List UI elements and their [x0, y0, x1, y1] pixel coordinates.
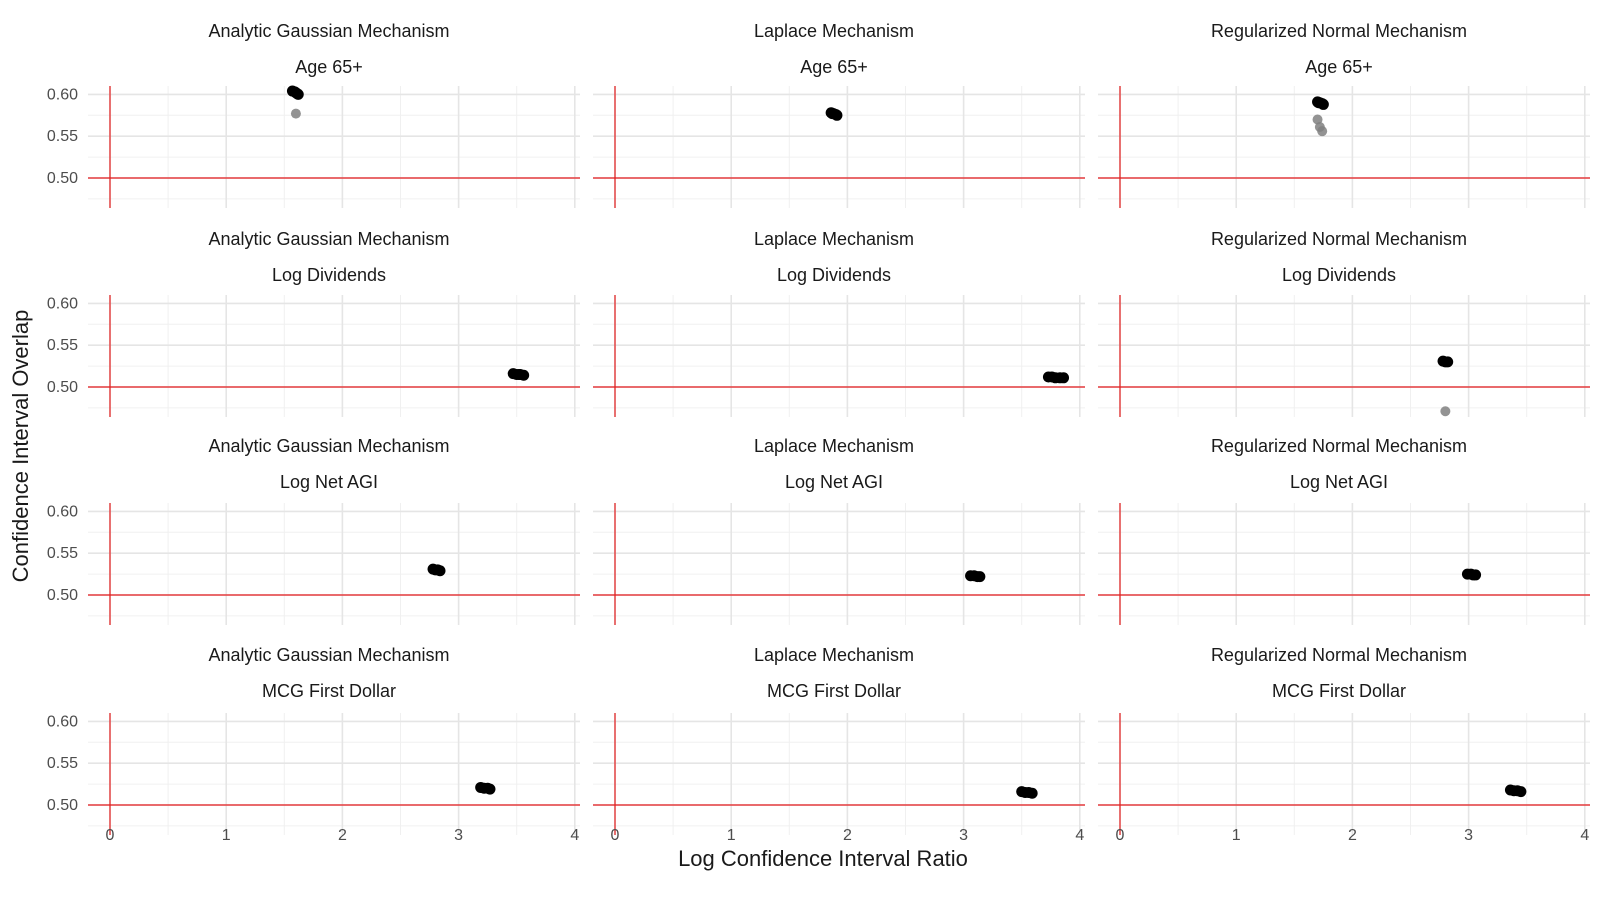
x-tick-label: 2 — [843, 827, 852, 844]
panel-variable-title: Log Net AGI — [785, 472, 883, 492]
x-tick-label: 1 — [727, 827, 736, 844]
panels-layer: Analytic Gaussian Mechanism Age 65+ 0.50 0.… — [47, 21, 1590, 835]
panel-1-1: Analytic Gaussian Mechanism Age 65+ 0.50 0.… — [47, 21, 580, 208]
panel-mechanism-title: Regularized Normal Mechanism — [1211, 229, 1467, 249]
panel-2-4: Laplace Mechanism MCG First Dollar — [593, 645, 1085, 835]
panel-mechanism-title: Analytic Gaussian Mechanism — [208, 436, 449, 456]
panel-3-1: Regularized Normal Mechanism Age 65+ — [1098, 21, 1590, 208]
x-tick-label: 1 — [1232, 827, 1241, 844]
panel-mechanism-title: Laplace Mechanism — [754, 645, 914, 665]
data-point — [290, 87, 302, 99]
outlier-point — [1440, 406, 1451, 417]
y-axis-title: Confidence Interval Overlap — [8, 310, 33, 583]
panel-variable-title: Log Net AGI — [280, 472, 378, 492]
panel-variable-title: Log Net AGI — [1290, 472, 1388, 492]
panel-variable-title: MCG First Dollar — [1272, 681, 1406, 701]
panel-mechanism-title: Regularized Normal Mechanism — [1211, 645, 1467, 665]
data-point — [1442, 356, 1454, 368]
y-tick-label: 0.55 — [47, 337, 78, 354]
panel-3-3: Regularized Normal Mechanism Log Net AGI — [1098, 436, 1590, 625]
panel-mechanism-title: Regularized Normal Mechanism — [1211, 21, 1467, 41]
panel-1-2: Analytic Gaussian Mechanism Log Dividends… — [47, 229, 580, 417]
data-point — [1058, 372, 1070, 384]
outlier-point — [1317, 126, 1328, 137]
y-tick-label: 0.50 — [47, 587, 78, 604]
x-tick-label: 2 — [338, 827, 347, 844]
data-point — [434, 565, 446, 577]
bottom-axis-layer: 0 1 2 3 4 0 1 2 3 4 0 1 2 3 4 — [106, 827, 1590, 844]
x-tick-label: 3 — [1464, 827, 1473, 844]
panel-mechanism-title: Laplace Mechanism — [754, 436, 914, 456]
panel-variable-title: Age 65+ — [1305, 57, 1373, 77]
x-tick-label: 3 — [959, 827, 968, 844]
panel-1-4: Analytic Gaussian Mechanism MCG First Dol… — [47, 645, 580, 835]
data-point — [826, 108, 838, 120]
data-point — [1515, 786, 1527, 798]
panel-mechanism-title: Laplace Mechanism — [754, 229, 914, 249]
y-tick-label: 0.55 — [47, 755, 78, 772]
panel-2-2: Laplace Mechanism Log Dividends — [593, 229, 1085, 417]
panel-variable-title: MCG First Dollar — [262, 681, 396, 701]
x-tick-label: 0 — [1116, 827, 1125, 844]
y-tick-label: 0.50 — [47, 379, 78, 396]
data-point — [1313, 97, 1325, 109]
y-tick-label: 0.60 — [47, 86, 78, 103]
panel-variable-title: Age 65+ — [800, 57, 868, 77]
panel-variable-title: MCG First Dollar — [767, 681, 901, 701]
x-tick-label: 4 — [1075, 827, 1084, 844]
y-tick-label: 0.50 — [47, 797, 78, 814]
y-tick-label: 0.60 — [47, 713, 78, 730]
x-tick-label: 0 — [611, 827, 620, 844]
panel-mechanism-title: Analytic Gaussian Mechanism — [208, 21, 449, 41]
data-point — [513, 368, 525, 380]
panel-2-3: Laplace Mechanism Log Net AGI — [593, 436, 1085, 625]
data-point — [974, 571, 986, 583]
panel-mechanism-title: Analytic Gaussian Mechanism — [208, 645, 449, 665]
panel-mechanism-title: Regularized Normal Mechanism — [1211, 436, 1467, 456]
x-tick-label: 3 — [454, 827, 463, 844]
x-tick-label: 2 — [1348, 827, 1357, 844]
x-tick-label: 4 — [570, 827, 579, 844]
panel-mechanism-title: Analytic Gaussian Mechanism — [208, 229, 449, 249]
panel-2-1: Laplace Mechanism Age 65+ — [593, 21, 1085, 208]
panel-variable-title: Log Dividends — [272, 265, 386, 285]
y-tick-label: 0.60 — [47, 503, 78, 520]
data-point — [484, 783, 496, 795]
panel-variable-title: Log Dividends — [1282, 265, 1396, 285]
data-point — [1026, 787, 1038, 799]
x-tick-label: 1 — [222, 827, 231, 844]
panel-1-3: Analytic Gaussian Mechanism Log Net AGI 0.… — [47, 436, 580, 625]
y-tick-label: 0.60 — [47, 295, 78, 312]
outlier-point — [290, 108, 301, 119]
panel-variable-title: Log Dividends — [777, 265, 891, 285]
y-tick-label: 0.55 — [47, 128, 78, 145]
panel-mechanism-title: Laplace Mechanism — [754, 21, 914, 41]
x-axis-title: Log Confidence Interval Ratio — [678, 846, 968, 871]
panel-variable-title: Age 65+ — [295, 57, 363, 77]
x-tick-label: 0 — [106, 827, 115, 844]
outlier-point — [1312, 114, 1323, 125]
panel-3-4: Regularized Normal Mechanism MCG First Do… — [1098, 645, 1590, 835]
y-tick-label: 0.50 — [47, 170, 78, 187]
x-tick-label: 4 — [1580, 827, 1589, 844]
data-point — [1470, 569, 1482, 581]
panel-3-2: Regularized Normal Mechanism Log Dividend… — [1098, 229, 1590, 417]
y-tick-label: 0.55 — [47, 545, 78, 562]
